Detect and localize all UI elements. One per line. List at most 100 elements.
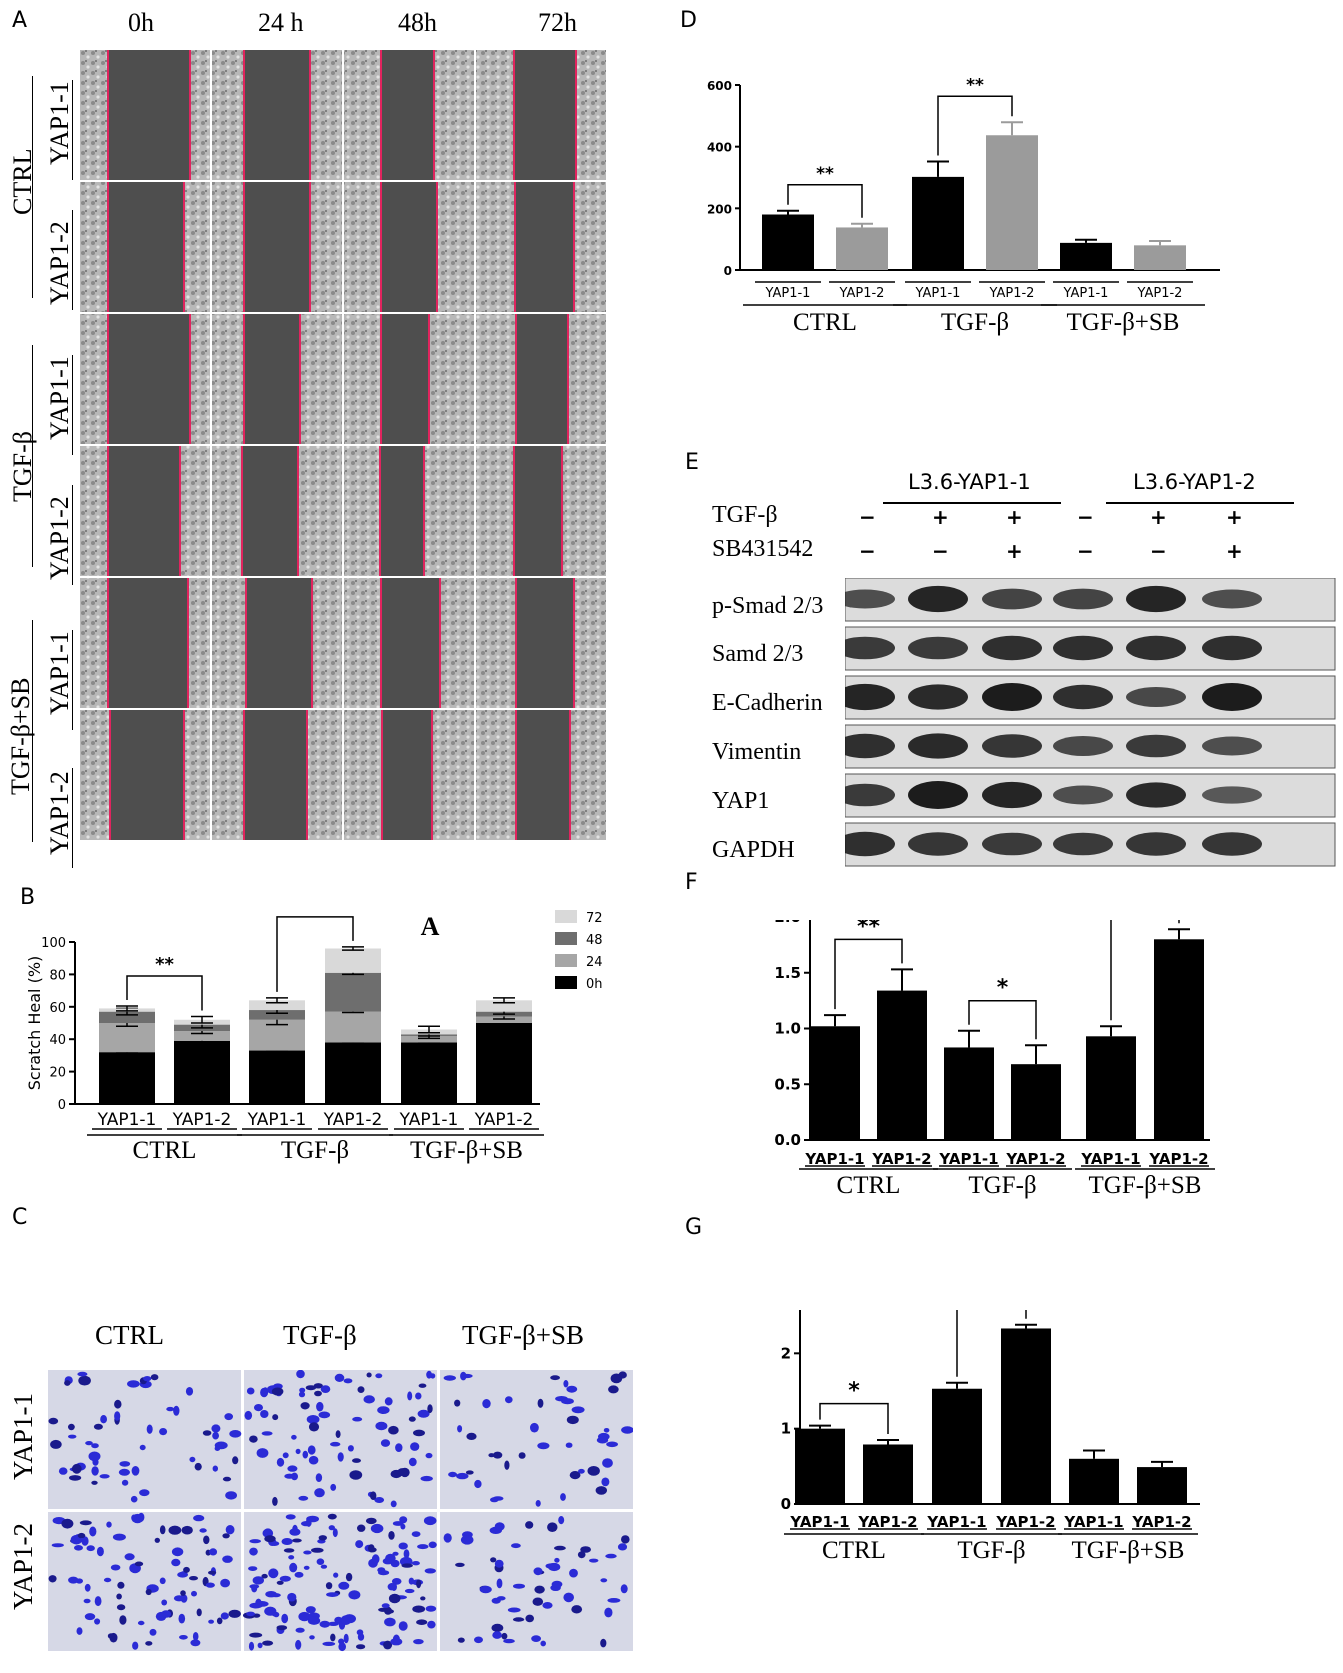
treatment-sign: +	[1006, 539, 1023, 563]
migrated-cell	[296, 1370, 305, 1379]
y-tick-label: 0	[781, 1495, 791, 1513]
migrated-cell	[313, 1383, 323, 1389]
migrated-cell	[179, 1635, 188, 1640]
legend-label: 24	[586, 955, 603, 970]
migrated-cell	[262, 1387, 268, 1396]
y-tick-label: 0.0	[774, 1131, 801, 1149]
migrated-cell	[494, 1559, 504, 1568]
migrated-cell	[608, 1385, 619, 1394]
scratch-image-grid	[80, 50, 606, 840]
chart-title: A	[421, 912, 440, 941]
migrated-cell	[387, 1583, 396, 1591]
migrated-cell	[417, 1544, 429, 1550]
migrated-cell	[81, 1536, 89, 1546]
migrated-cell	[533, 1567, 543, 1576]
blot-band	[1202, 589, 1262, 609]
migrated-cell	[363, 1395, 375, 1404]
category-label: YAP1-1	[938, 1150, 998, 1168]
migrated-cell	[411, 1561, 420, 1566]
migrated-cell	[550, 1375, 560, 1381]
migrated-cell	[194, 1462, 202, 1471]
time-label-0h: 0h	[128, 8, 154, 37]
migrated-cell	[100, 1415, 107, 1424]
migrated-cell	[84, 1583, 91, 1592]
migrated-cell	[229, 1430, 242, 1438]
migrated-cell	[284, 1473, 295, 1479]
wound-gap	[514, 50, 576, 180]
blot-band	[845, 636, 895, 660]
migrated-cell	[569, 1568, 578, 1578]
migrated-cell	[371, 1554, 380, 1564]
migrated-cell	[196, 1608, 202, 1617]
bar-segment	[325, 972, 381, 1012]
y-tick-label: 40	[49, 1033, 66, 1048]
migrated-cell	[211, 1424, 221, 1433]
migrated-cell	[307, 1616, 321, 1625]
migrated-cell	[94, 1618, 101, 1625]
migrated-cell	[548, 1562, 561, 1572]
migrated-cell	[334, 1373, 345, 1382]
migrated-cell	[145, 1588, 152, 1596]
migrated-cell	[390, 1469, 402, 1479]
migrated-cell	[427, 1620, 436, 1629]
migrated-cell	[68, 1434, 77, 1439]
migrated-cell	[74, 1545, 83, 1551]
migrated-cell	[368, 1544, 375, 1553]
significance-label: **	[155, 954, 174, 975]
group-divider-ctrl	[32, 76, 33, 298]
migrated-cell	[154, 1537, 160, 1543]
migrated-cell	[276, 1457, 285, 1467]
treatment-sign: +	[1150, 505, 1167, 529]
migrated-cell	[337, 1452, 344, 1462]
category-label: YAP1-2	[172, 1110, 232, 1130]
y-tick-label: 400	[707, 141, 732, 155]
migrated-cell	[248, 1641, 255, 1651]
bar	[1060, 242, 1112, 270]
protein-label: Samd 2/3	[712, 641, 804, 667]
category-label: YAP1-1	[804, 1150, 864, 1168]
migrated-cell	[69, 1475, 82, 1481]
significance-bracket	[937, 95, 1013, 156]
panel-letter-b: B	[20, 885, 36, 910]
group-label: TGF-β	[281, 1137, 349, 1164]
migrated-cell	[454, 1399, 461, 1407]
migrated-cell	[357, 1386, 365, 1393]
migrated-cell	[392, 1551, 399, 1556]
migrated-cell	[482, 1399, 491, 1409]
migrated-cell	[580, 1546, 591, 1553]
migrated-cell	[503, 1638, 515, 1644]
wound-gap	[110, 710, 184, 840]
treatment-sign: +	[1006, 505, 1023, 529]
migrated-cell	[547, 1522, 558, 1532]
migrated-cell	[370, 1523, 384, 1534]
group-label-ctrl: CTRL	[8, 148, 37, 215]
migrated-cell	[408, 1577, 415, 1585]
migrated-cell	[325, 1582, 333, 1590]
category-label: YAP1-1	[765, 286, 811, 301]
migrated-cell	[262, 1640, 274, 1646]
migrated-cell	[246, 1387, 255, 1395]
group-label: TGF-β+SB	[1067, 309, 1180, 336]
migrated-cell	[404, 1588, 415, 1594]
significance-bracket	[1110, 920, 1180, 1021]
blot-band	[1126, 687, 1186, 707]
migrated-cell	[139, 1444, 146, 1451]
bar	[810, 1026, 860, 1140]
migrated-cell	[606, 1441, 618, 1448]
migrated-cell	[225, 1491, 238, 1500]
migrated-cell	[264, 1535, 276, 1543]
wound-gap	[244, 314, 300, 444]
migrated-cell	[348, 1590, 361, 1600]
category-label: YAP1-2	[871, 1150, 931, 1168]
bar	[1086, 1036, 1136, 1140]
migrated-cell	[214, 1446, 221, 1451]
migrated-cell	[299, 1387, 306, 1393]
migrated-cell	[256, 1448, 269, 1458]
migrated-cell	[621, 1535, 630, 1544]
migrated-cell	[601, 1477, 610, 1487]
bar	[932, 1388, 982, 1504]
blot-band	[1126, 585, 1186, 613]
migrated-cell	[171, 1558, 181, 1567]
row-divider	[72, 768, 73, 868]
migrated-cell	[390, 1638, 403, 1646]
